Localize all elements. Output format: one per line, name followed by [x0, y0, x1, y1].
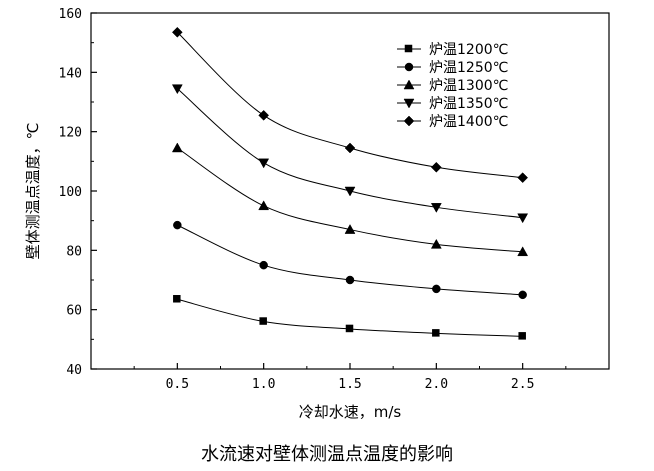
series-2 — [171, 142, 529, 257]
data-point — [432, 284, 441, 294]
y-tick-label: 140 — [59, 66, 82, 81]
y-tick-label: 100 — [59, 185, 82, 200]
x-tick-label: 0.5 — [166, 377, 189, 392]
legend-item: 炉温1250℃ — [397, 60, 508, 76]
series-1 — [173, 220, 527, 300]
data-point — [258, 200, 270, 211]
series-0 — [173, 295, 526, 340]
legend-marker — [403, 115, 415, 127]
figure-caption: 水流速对壁体测温点温度的影响 — [201, 444, 453, 465]
data-point — [173, 295, 181, 303]
data-point — [173, 220, 182, 230]
legend-item: 炉温1300℃ — [397, 78, 508, 94]
legend-marker — [403, 98, 415, 109]
y-tick-label: 160 — [59, 7, 82, 22]
legend-marker — [404, 44, 413, 53]
data-point — [430, 161, 442, 173]
series-3 — [171, 84, 529, 224]
data-point — [517, 172, 529, 184]
series-layer — [171, 26, 529, 340]
data-point — [171, 84, 183, 95]
legend-item: 炉温1200℃ — [397, 42, 508, 58]
legend-label: 炉温1350℃ — [429, 96, 508, 112]
data-point — [345, 275, 355, 285]
data-point — [518, 332, 526, 340]
data-point — [258, 109, 270, 121]
y-tick-label: 60 — [66, 304, 82, 319]
legend-label: 炉温1400℃ — [429, 114, 508, 130]
data-point — [171, 142, 183, 153]
data-point — [430, 203, 442, 213]
data-point — [344, 186, 356, 197]
legend-marker — [404, 62, 414, 72]
legend-label: 炉温1250℃ — [429, 60, 508, 76]
data-point — [432, 329, 440, 337]
y-tick-label: 120 — [59, 126, 82, 141]
legend-label: 炉温1300℃ — [429, 78, 508, 94]
data-point — [259, 317, 267, 325]
legend: 炉温1200℃ 炉温1250℃ 炉温1300℃ 炉温1350℃ 炉温1400℃ — [397, 42, 508, 130]
x-tick-label: 1.5 — [338, 377, 361, 392]
y-tick-label: 40 — [66, 363, 82, 378]
data-point — [517, 213, 529, 224]
series-line — [177, 224, 523, 296]
legend-item: 炉温1350℃ — [397, 96, 508, 112]
y-tick-label: 80 — [66, 244, 82, 259]
y-axis-title: 壁体测温点温度，℃ — [24, 123, 42, 260]
data-point — [345, 324, 354, 333]
x-tick-label: 2.0 — [425, 377, 448, 392]
legend-label: 炉温1200℃ — [429, 42, 508, 58]
legend-item: 炉温1400℃ — [397, 114, 508, 130]
data-point — [430, 238, 442, 249]
x-axis: 0.5 1.0 1.5 2.0 2.5 — [133, 363, 567, 392]
series-line — [177, 147, 523, 253]
data-point — [344, 224, 356, 234]
x-tick-label: 2.5 — [511, 377, 534, 392]
data-point — [171, 26, 183, 38]
data-point — [517, 246, 529, 257]
x-tick-label: 1.0 — [252, 377, 275, 392]
chart: 0.5 1.0 1.5 2.0 2.5 40 60 80 100 120 140 160 炉温120… — [24, 7, 610, 421]
series-4 — [171, 26, 529, 184]
data-point — [259, 260, 268, 270]
data-point — [258, 158, 270, 169]
data-point — [518, 290, 527, 300]
data-point — [344, 142, 356, 154]
legend-marker — [403, 79, 415, 90]
y-axis: 40 60 80 100 120 140 160 — [59, 7, 97, 378]
x-axis-title: 冷却水速，m/s — [299, 403, 402, 421]
